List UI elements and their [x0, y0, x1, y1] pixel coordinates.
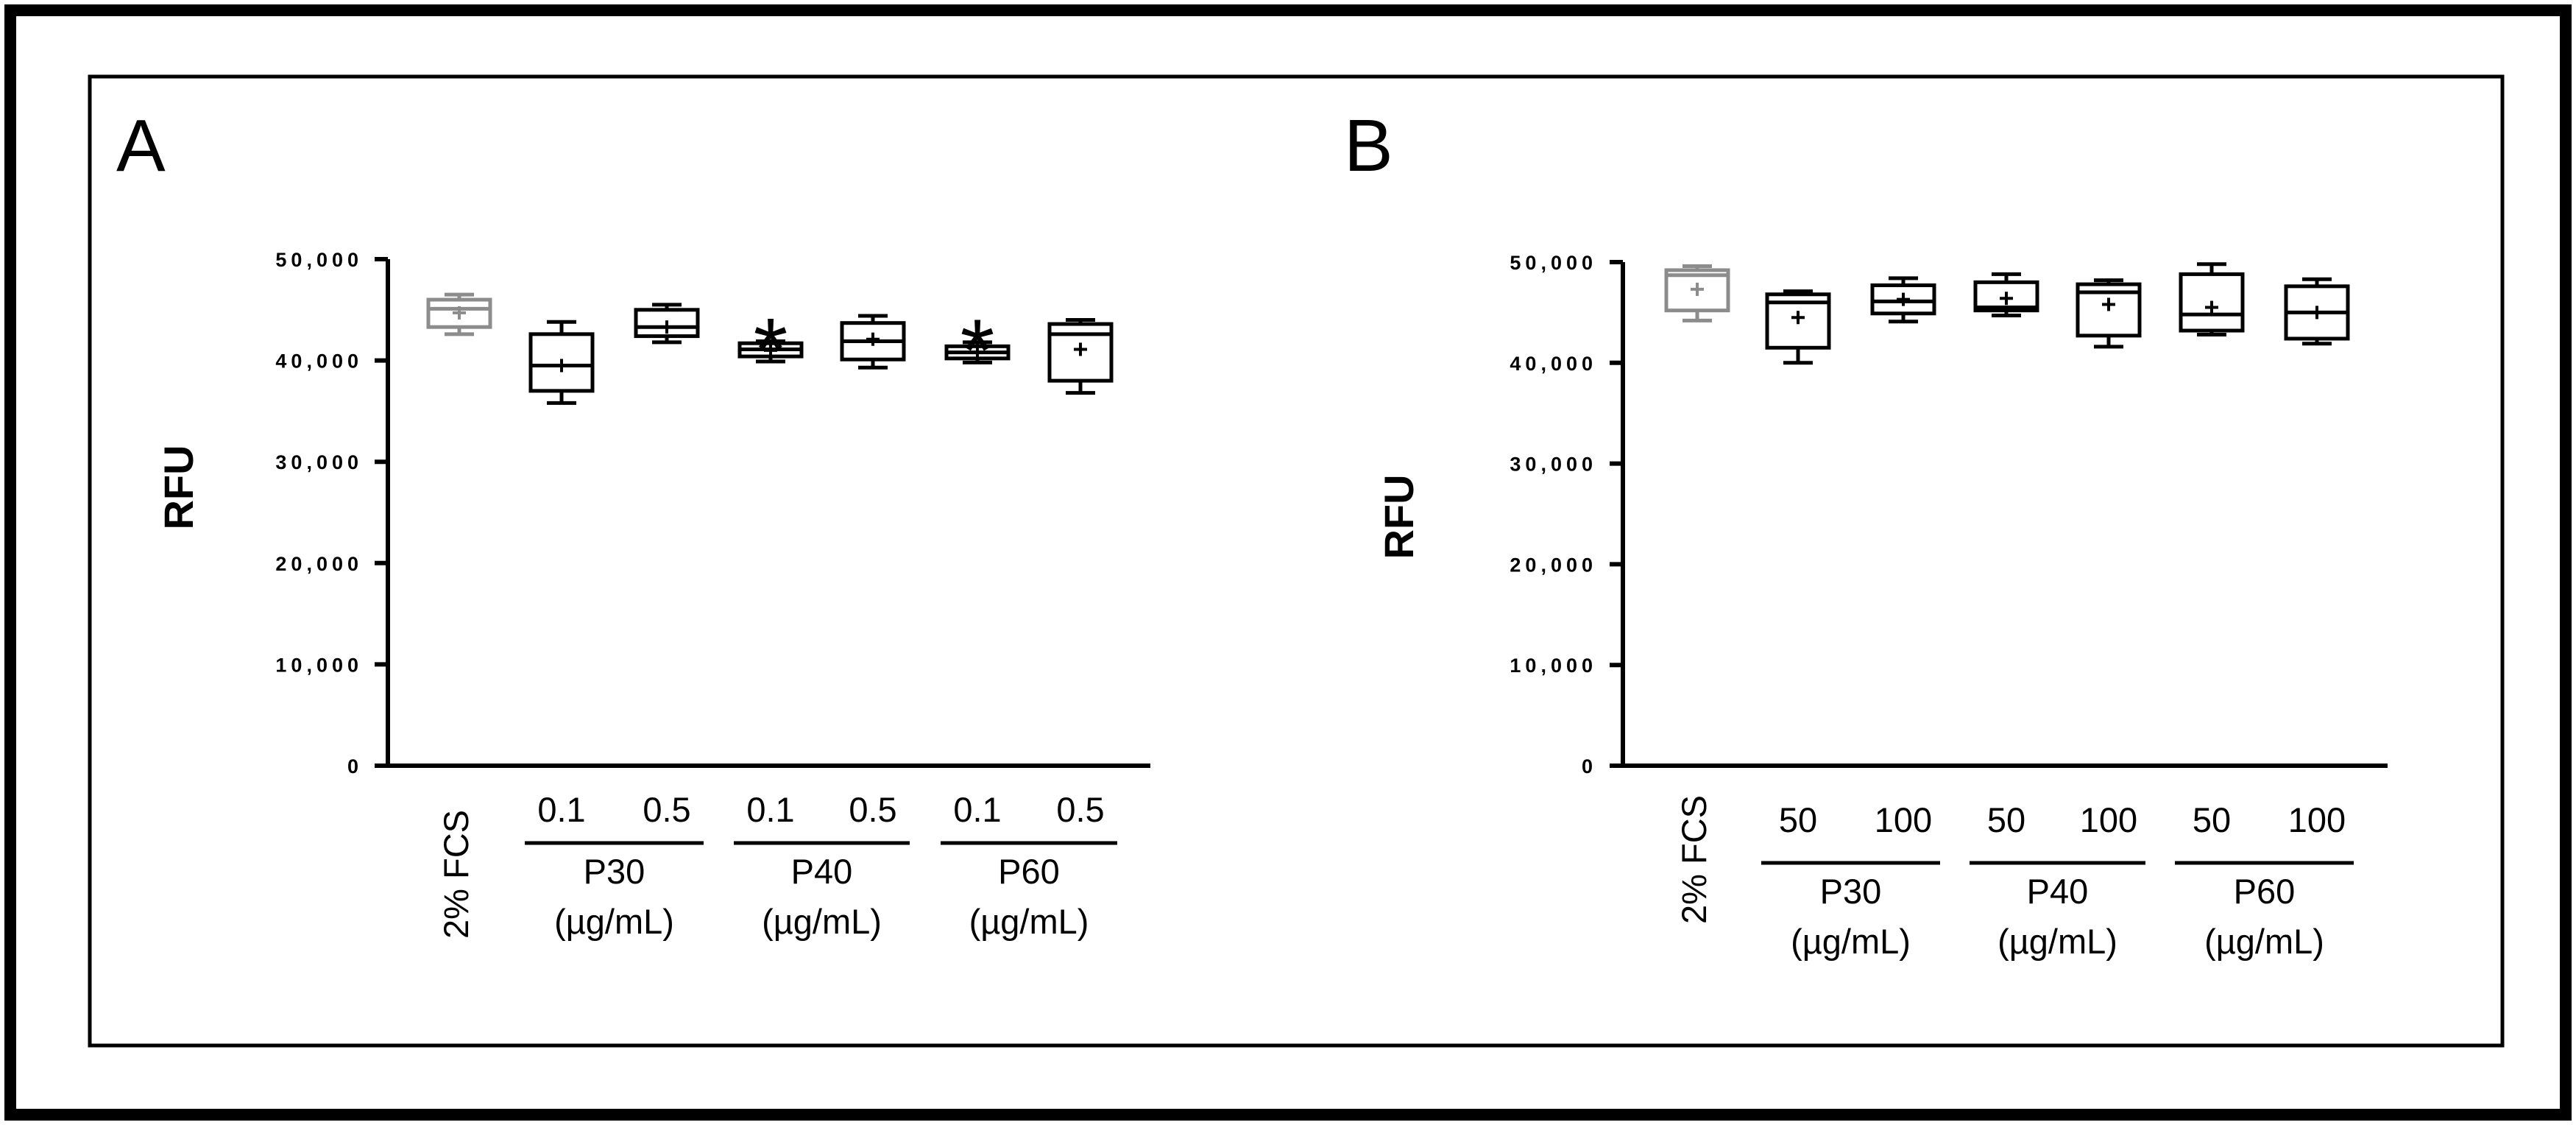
box-2: [634, 303, 700, 345]
dose-label: 50: [1987, 800, 2025, 839]
box-6: [2284, 277, 2350, 346]
group-units-label: (µg/mL): [762, 902, 882, 941]
group-label: P40: [2027, 872, 2089, 911]
panel-b: B RFU 0 10,000 20,000 30,000 40,000 50,000 2% FC…: [1344, 105, 2388, 961]
group-label: P30: [1820, 872, 1882, 911]
group-units-label: (µg/mL): [1998, 922, 2117, 961]
outer-border: [4, 4, 2572, 1121]
y-tick-label: 0: [347, 755, 363, 777]
panel-letter: B: [1344, 105, 1393, 187]
box-5: [2179, 262, 2245, 336]
y-tick-label: 50,000: [1510, 252, 1597, 274]
panel-a: A RFU 0 10,000 20,000 30,000 40,000 50,000 * * 2% …: [116, 105, 1150, 941]
significance-marker: *: [960, 301, 995, 400]
group-units-label: (µg/mL): [1791, 922, 1911, 961]
y-tick-label: 30,000: [275, 451, 363, 473]
y-axis-label: RFU: [155, 445, 202, 529]
group-label: P60: [998, 852, 1060, 891]
box-iqr: [528, 332, 595, 393]
y-tick-label: 50,000: [275, 249, 363, 271]
box-0: [1664, 264, 1730, 322]
box-2: [1870, 276, 1936, 324]
box-iqr: [2179, 272, 2245, 333]
box-3: *: [737, 300, 804, 398]
dose-label: 0.1: [537, 790, 585, 829]
y-axis-label: RFU: [1376, 474, 1422, 559]
dose-label: 100: [1875, 800, 1932, 839]
dose-label: 0.1: [953, 790, 1001, 829]
box-1: [528, 320, 595, 405]
y-tick-label: 0: [1582, 755, 1597, 777]
dose-label: 0.1: [746, 790, 794, 829]
group-units-label: (µg/mL): [554, 902, 674, 941]
box-0: [426, 292, 492, 336]
y-tick-label: 10,000: [1510, 655, 1597, 677]
dose-label: 0.5: [1056, 790, 1104, 829]
inner-border: [88, 74, 2505, 1048]
box-1: [1765, 289, 1831, 365]
group-label: P60: [2234, 872, 2296, 911]
dose-label: 100: [2288, 800, 2346, 839]
y-tick-label: 30,000: [1510, 454, 1597, 476]
y-tick-label: 20,000: [1510, 554, 1597, 576]
y-tick-label: 40,000: [275, 350, 363, 373]
group-label: P40: [791, 852, 853, 891]
box-4: [840, 314, 906, 370]
box-3: [1973, 272, 2039, 318]
control-label: 2% FCS: [1674, 795, 1713, 924]
significance-marker: *: [754, 300, 788, 398]
group-label: P30: [584, 852, 645, 891]
y-tick-label: 20,000: [275, 553, 363, 575]
dose-label: 50: [1779, 800, 1817, 839]
group-units-label: (µg/mL): [2204, 922, 2324, 961]
dose-label: 0.5: [643, 790, 690, 829]
y-tick-label: 10,000: [275, 654, 363, 676]
panel-letter: A: [116, 105, 166, 187]
box-4: [2076, 278, 2142, 349]
group-units-label: (µg/mL): [969, 902, 1089, 941]
dose-label: 50: [2193, 800, 2231, 839]
y-tick-label: 40,000: [1510, 353, 1597, 375]
dose-label: 100: [2080, 800, 2137, 839]
box-6: [1047, 318, 1114, 395]
dose-label: 0.5: [849, 790, 896, 829]
box-5: *: [944, 301, 1011, 400]
control-label: 2% FCS: [436, 810, 475, 939]
